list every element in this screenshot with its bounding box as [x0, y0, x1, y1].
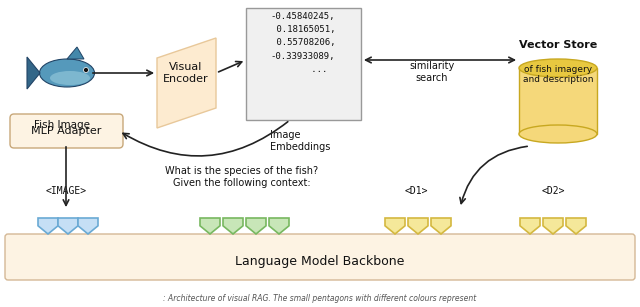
FancyBboxPatch shape [246, 8, 361, 120]
Text: -0.45840245,
 0.18165051,
 0.55708206,
-0.33933089,
      ...: -0.45840245, 0.18165051, 0.55708206, -0.… [271, 12, 335, 74]
Text: Image
Embeddings: Image Embeddings [270, 130, 330, 152]
Ellipse shape [519, 59, 597, 77]
Ellipse shape [83, 68, 88, 72]
Bar [519, 68, 597, 134]
Text: <D1>: <D1> [404, 186, 428, 196]
Polygon shape [431, 218, 451, 234]
Polygon shape [520, 218, 540, 234]
Polygon shape [408, 218, 428, 234]
Text: <IMAGE>: <IMAGE> [45, 186, 86, 196]
Polygon shape [27, 57, 40, 89]
Polygon shape [566, 218, 586, 234]
Polygon shape [58, 218, 78, 234]
Polygon shape [157, 38, 216, 128]
Text: of fish imagery
and description: of fish imagery and description [523, 65, 593, 84]
Polygon shape [543, 218, 563, 234]
Text: What is the species of the fish?
Given the following context:: What is the species of the fish? Given t… [165, 166, 319, 188]
Polygon shape [269, 218, 289, 234]
Text: Visual
Encoder: Visual Encoder [163, 62, 209, 84]
Polygon shape [78, 218, 98, 234]
Ellipse shape [40, 59, 95, 87]
Text: MLP Adapter: MLP Adapter [31, 126, 101, 136]
Text: Fish Image: Fish Image [34, 120, 90, 130]
Ellipse shape [519, 125, 597, 143]
Text: Language Model Backbone: Language Model Backbone [236, 255, 404, 269]
Ellipse shape [50, 71, 90, 85]
Polygon shape [200, 218, 220, 234]
Polygon shape [223, 218, 243, 234]
Text: : Architecture of visual RAG. The small pentagons with different colours represe: : Architecture of visual RAG. The small … [163, 294, 477, 303]
Polygon shape [67, 47, 84, 59]
FancyBboxPatch shape [10, 114, 123, 148]
Text: <D2>: <D2> [541, 186, 564, 196]
Polygon shape [38, 218, 58, 234]
Polygon shape [385, 218, 405, 234]
Polygon shape [246, 218, 266, 234]
Text: similarity
search: similarity search [410, 61, 454, 83]
Text: Vector Store: Vector Store [519, 40, 597, 50]
FancyBboxPatch shape [5, 234, 635, 280]
